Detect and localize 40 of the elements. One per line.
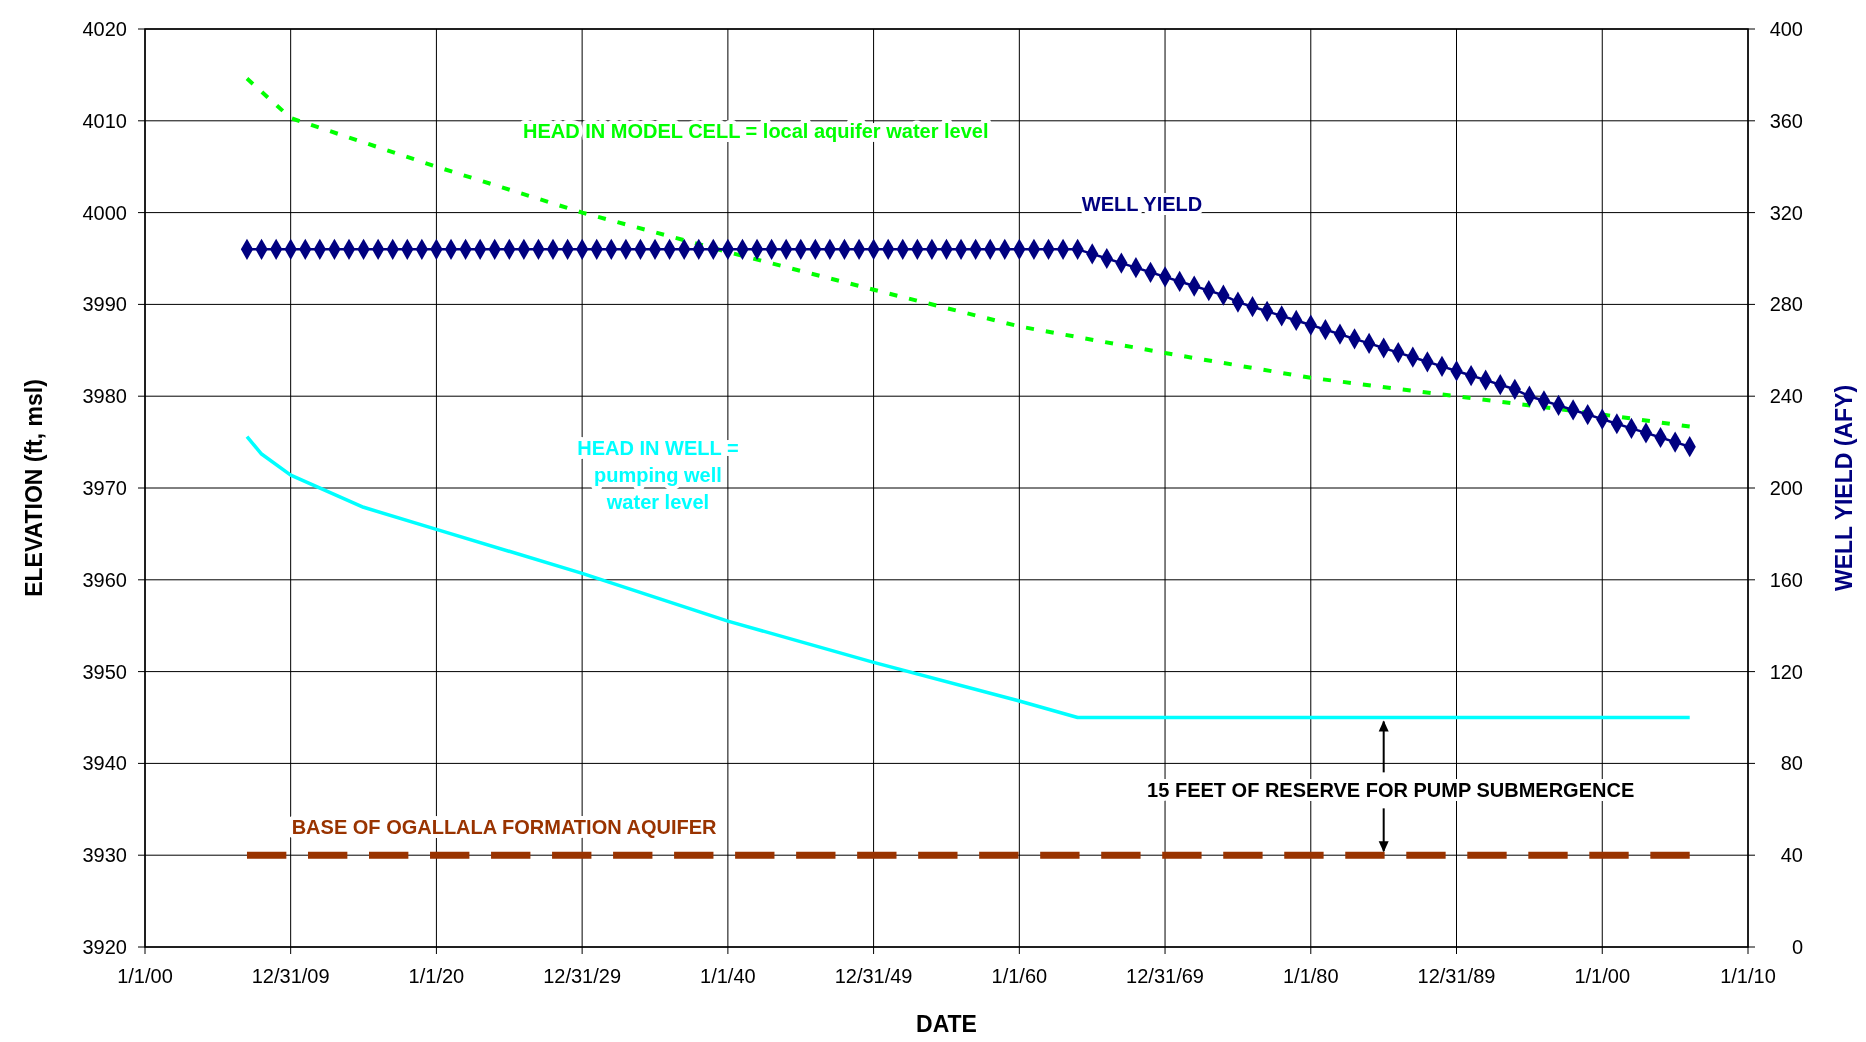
y2-tick-label: 400 [1769,18,1803,40]
y2-tick-label: 360 [1769,109,1803,132]
x-tick-label: 1/1/00 [1574,965,1631,987]
x-tick-label: 1/1/00 [117,965,173,987]
y-axis-title: ELEVATION (ft, msl) [21,379,47,597]
y-tick-label: 3930 [82,844,127,867]
y2-tick-label: 80 [1780,752,1803,775]
y2-tick-label: 240 [1769,385,1803,408]
x-tick-label: 12/31/69 [1126,965,1204,987]
x-tick-label: 12/31/29 [543,965,622,987]
y-tick-label: 3940 [82,752,127,775]
y2-axis-title: WELL YIELD (AFY) [1831,384,1857,592]
y2-tick-label: 200 [1769,477,1803,499]
y-tick-label: 3980 [82,385,127,408]
x-tick-label: 12/31/49 [834,965,913,987]
x-tick-label: 1/1/80 [1282,965,1339,987]
y-tick-label: 3990 [82,293,127,316]
y-tick-label: 3950 [82,660,127,683]
x-axis-title: DATE [916,1011,977,1037]
line-series [245,434,1692,720]
y-tick-label: 4020 [82,18,127,40]
y2-tick-label: 160 [1769,568,1803,591]
y2-tick-label: 320 [1769,201,1803,224]
series-label: WELL YIELD [1081,192,1203,215]
y2-tick-label: 280 [1769,293,1803,316]
y2-tick-label: 120 [1769,660,1803,683]
y-tick-label: 3960 [82,568,127,591]
y-tick-label: 4000 [82,201,127,224]
x-tick-label: 1/1/10 [1720,965,1776,987]
x-tick-label: 12/31/09 [251,965,330,987]
y-tick-label: 4010 [82,109,127,132]
y-tick-label: 3970 [82,477,127,499]
y2-tick-label: 0 [1791,936,1803,958]
x-tick-label: 1/1/20 [408,965,465,987]
x-tick-label: 1/1/60 [991,965,1048,987]
y-tick-label: 3920 [82,936,127,958]
x-tick-label: 1/1/40 [700,965,756,987]
x-tick-label: 12/31/89 [1417,965,1496,987]
y2-tick-label: 40 [1780,844,1803,867]
line-series [244,76,1692,429]
